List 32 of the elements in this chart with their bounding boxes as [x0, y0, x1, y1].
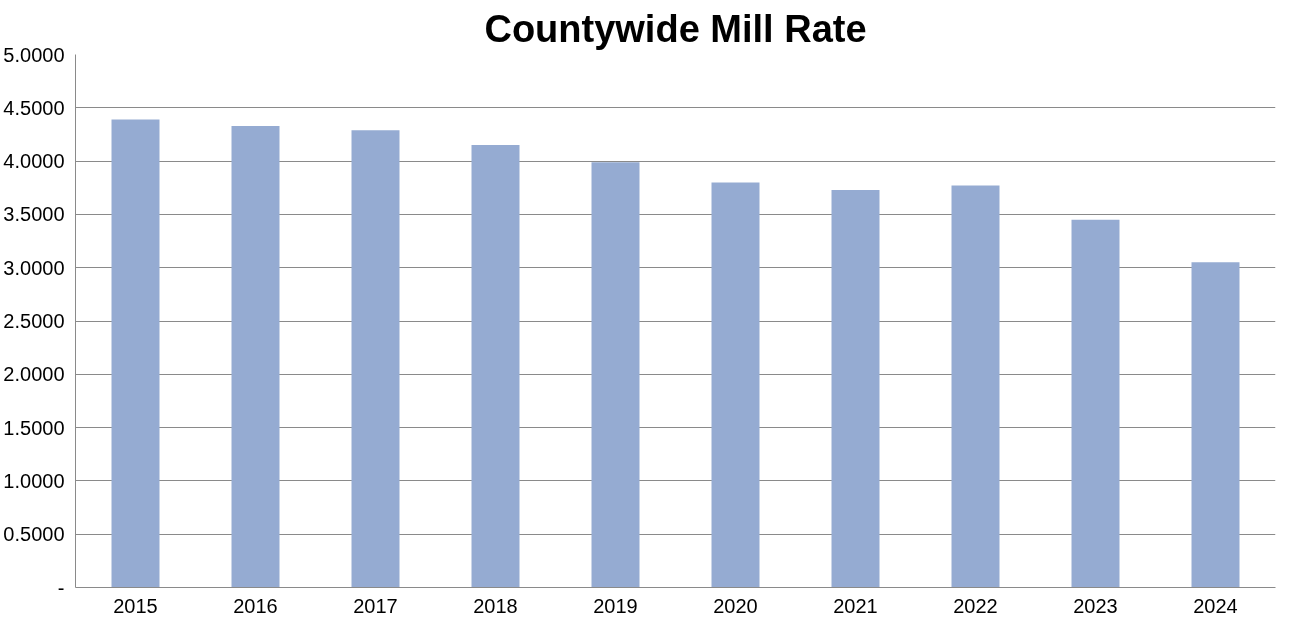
bar: [1191, 262, 1240, 588]
bar: [711, 182, 760, 588]
bar: [471, 145, 520, 588]
y-tick-label: 4.0000: [3, 150, 65, 173]
y-tick-label: 1.5000: [3, 416, 65, 439]
bar: [591, 162, 640, 588]
y-tick-label: 3.5000: [3, 203, 65, 226]
chart-title: Countywide Mill Rate: [484, 7, 867, 50]
x-tick-label: 2015: [113, 594, 158, 617]
bar: [951, 185, 1000, 588]
y-tick-label: 1.0000: [3, 469, 65, 492]
x-tick-label: 2020: [713, 594, 758, 617]
y-tick-label: 2.5000: [3, 310, 65, 332]
x-tick-label: 2017: [353, 594, 398, 617]
y-tick-label: -: [57, 576, 65, 599]
bar: [831, 189, 880, 588]
x-tick-label: 2019: [593, 594, 638, 617]
x-tick-label: 2021: [833, 594, 878, 617]
x-tick-label: 2023: [1073, 594, 1118, 617]
bar: [231, 125, 280, 588]
y-tick-label: 4.5000: [3, 96, 65, 119]
bar: [351, 130, 400, 588]
y-tick-label: 2.0000: [3, 363, 65, 386]
y-tick-label: 0.5000: [3, 523, 65, 546]
y-tick-label: 5.0000: [3, 43, 65, 66]
x-tick-label: 2024: [1193, 594, 1238, 617]
x-tick-label: 2018: [473, 594, 518, 617]
bar: [1071, 219, 1120, 588]
x-tick-label: 2022: [953, 594, 998, 617]
y-tick-label: 3.0000: [3, 256, 65, 279]
x-tick-label: 2016: [233, 594, 278, 617]
bar: [111, 119, 160, 588]
